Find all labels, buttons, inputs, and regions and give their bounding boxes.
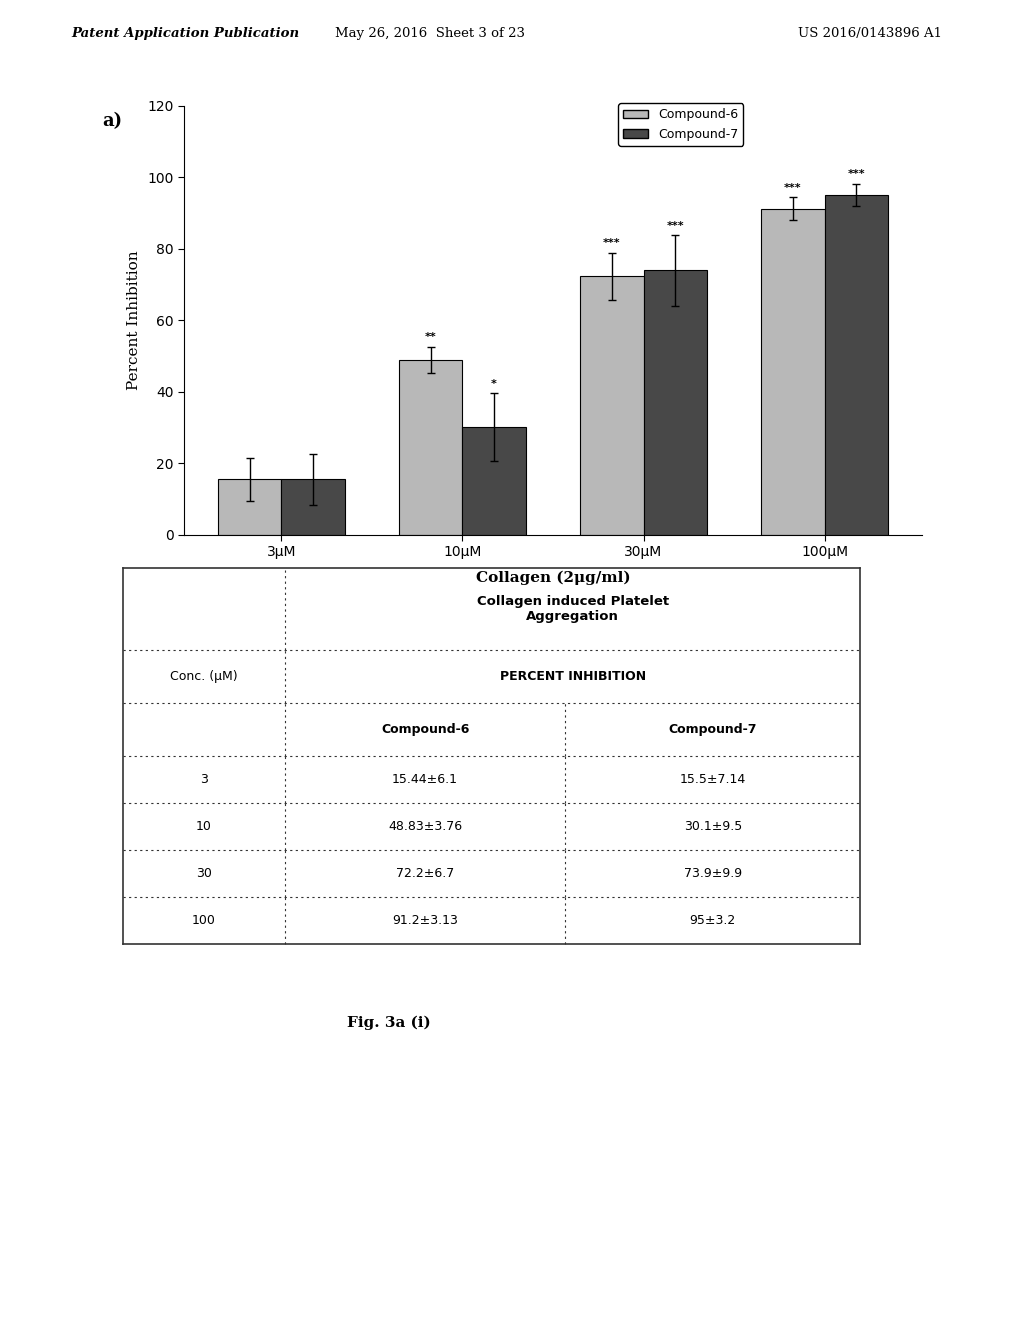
Text: Patent Application Publication: Patent Application Publication — [72, 26, 300, 40]
Bar — [399, 360, 463, 535]
Text: 95±3.2: 95±3.2 — [689, 913, 736, 927]
Bar — [218, 479, 282, 535]
Text: ***: *** — [603, 238, 621, 248]
Text: 91.2±3.13: 91.2±3.13 — [392, 913, 458, 927]
Text: ***: *** — [667, 220, 684, 231]
Text: 73.9±9.9: 73.9±9.9 — [684, 867, 741, 879]
Text: 15.5±7.14: 15.5±7.14 — [680, 772, 745, 785]
Text: Compound-7: Compound-7 — [669, 723, 757, 735]
Text: 15.44±6.1: 15.44±6.1 — [392, 772, 458, 785]
Text: ***: *** — [784, 183, 802, 193]
Text: Compound-6: Compound-6 — [381, 723, 469, 735]
Text: ***: *** — [848, 169, 865, 180]
Text: 48.83±3.76: 48.83±3.76 — [388, 820, 462, 833]
Text: 100: 100 — [193, 913, 216, 927]
Y-axis label: Percent Inhibition: Percent Inhibition — [127, 251, 140, 389]
Text: **: ** — [425, 333, 436, 342]
Bar — [761, 209, 824, 535]
Bar — [824, 195, 888, 535]
Bar — [581, 276, 643, 535]
Text: May 26, 2016  Sheet 3 of 23: May 26, 2016 Sheet 3 of 23 — [335, 26, 525, 40]
Text: 72.2±6.7: 72.2±6.7 — [396, 867, 455, 879]
Legend: Compound-6, Compound-7: Compound-6, Compound-7 — [618, 103, 743, 145]
Text: 30.1±9.5: 30.1±9.5 — [684, 820, 741, 833]
Text: 30: 30 — [196, 867, 212, 879]
Text: PERCENT INHIBITION: PERCENT INHIBITION — [500, 671, 646, 684]
Text: a): a) — [102, 112, 123, 131]
Text: Conc. (μM): Conc. (μM) — [170, 671, 238, 684]
Bar — [282, 479, 345, 535]
Bar — [463, 426, 525, 535]
Bar — [643, 271, 707, 535]
Text: 10: 10 — [196, 820, 212, 833]
Text: US 2016/0143896 A1: US 2016/0143896 A1 — [799, 26, 942, 40]
Text: Collagen induced Platelet
Aggregation: Collagen induced Platelet Aggregation — [476, 595, 669, 623]
X-axis label: Collagen (2μg/ml): Collagen (2μg/ml) — [475, 570, 631, 585]
Text: 3: 3 — [200, 772, 208, 785]
Text: *: * — [492, 379, 497, 388]
Text: Fig. 3a (i): Fig. 3a (i) — [347, 1016, 431, 1030]
